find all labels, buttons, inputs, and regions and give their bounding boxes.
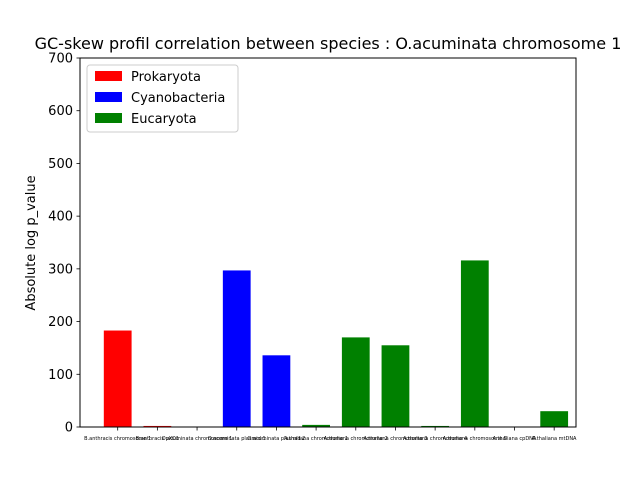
bar-6 <box>302 424 330 427</box>
legend: Prokaryota Cyanobacteria Eucaryota <box>86 64 239 133</box>
legend-box <box>86 64 239 133</box>
x-tick-label: B.anthracis chromosome 1 <box>84 436 151 442</box>
bars-layer <box>103 260 569 427</box>
legend-label: Eucaryota <box>131 112 197 127</box>
x-tick-label: A.thaliana chromosome 5 <box>443 436 507 442</box>
x-tick-label: O.acuminata plasmid 1 <box>208 436 266 442</box>
legend-swatch <box>95 92 122 102</box>
bar-1 <box>103 330 132 427</box>
legend-label: Cyanobacteria <box>131 91 225 106</box>
x-tick-label: A.thaliana mtDNA <box>532 436 577 442</box>
x-tick-label: A.thaliana chromosome 3 <box>363 436 427 442</box>
bar-7 <box>341 337 370 427</box>
plot-frame <box>79 57 577 428</box>
y-tick-label: 600 <box>48 104 73 119</box>
x-tick-label: A.thaliana chromosome 4 <box>403 436 467 442</box>
x-tick-label: B.anthracis pXO1 <box>136 436 179 442</box>
bar-10 <box>460 260 489 427</box>
x-tick-label: A.thaliana chromosome 2 <box>324 436 388 442</box>
y-tick-label: 0 <box>65 421 73 436</box>
legend-label: Prokaryota <box>131 70 201 85</box>
y-tick-label: 300 <box>48 262 73 277</box>
legend-swatch <box>95 71 122 81</box>
x-tick-label: A.thaliana cpDNA <box>493 436 537 442</box>
y-axis: 0 100 200 300 400 500 600 700 <box>48 52 80 436</box>
legend-swatch <box>95 113 122 123</box>
bar-12 <box>540 411 569 427</box>
bar-2 <box>143 425 172 427</box>
bar-9 <box>421 425 450 427</box>
bar-8 <box>381 345 410 427</box>
y-tick-label: 100 <box>48 368 73 383</box>
bar-4 <box>222 270 251 427</box>
y-tick-label: 400 <box>48 210 73 225</box>
x-axis: B.anthracis chromosome 1B.anthracis pXO1… <box>84 427 577 442</box>
y-tick-label: 200 <box>48 315 73 330</box>
y-tick-label: 700 <box>48 52 73 67</box>
bar-5 <box>262 355 291 427</box>
y-axis-label: Absolute log p_value <box>24 175 39 310</box>
x-tick-label: A.thaliana chromosome 1 <box>284 436 348 442</box>
x-tick-label: O.acuminata plasmid 2 <box>247 436 305 442</box>
x-tick-label: O.acuminata chromosome 1 <box>162 436 233 442</box>
chart-title: GC-skew profil correlation between speci… <box>35 34 622 53</box>
y-tick-label: 500 <box>48 157 73 172</box>
